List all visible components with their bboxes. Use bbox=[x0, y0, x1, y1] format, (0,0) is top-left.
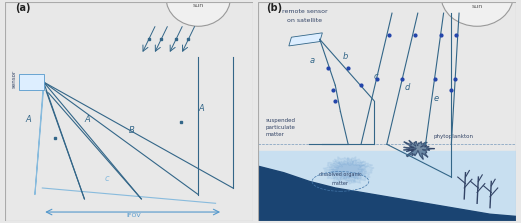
Text: sun: sun bbox=[193, 3, 204, 8]
Polygon shape bbox=[289, 33, 322, 46]
Text: b: b bbox=[343, 52, 349, 61]
Text: A: A bbox=[84, 116, 90, 124]
Text: matter: matter bbox=[266, 132, 284, 136]
Text: dissolved organic: dissolved organic bbox=[319, 172, 362, 177]
Text: remote sensor: remote sensor bbox=[281, 9, 327, 14]
Text: c: c bbox=[374, 72, 379, 81]
Text: matter: matter bbox=[332, 181, 349, 186]
Text: on satellite: on satellite bbox=[287, 18, 322, 23]
Text: sun: sun bbox=[472, 4, 483, 9]
Text: A: A bbox=[25, 116, 31, 124]
Text: a: a bbox=[309, 56, 315, 65]
Polygon shape bbox=[328, 158, 368, 183]
Text: c: c bbox=[104, 174, 109, 184]
Bar bbox=[19, 74, 44, 90]
Polygon shape bbox=[331, 161, 366, 179]
Text: A: A bbox=[199, 105, 204, 114]
Text: B: B bbox=[129, 126, 135, 135]
Polygon shape bbox=[258, 151, 516, 221]
Text: (a): (a) bbox=[15, 3, 31, 13]
Text: IFOV: IFOV bbox=[127, 213, 141, 219]
Text: phytoplankton: phytoplankton bbox=[433, 134, 473, 139]
Text: particulate: particulate bbox=[266, 125, 295, 130]
Text: e: e bbox=[433, 94, 438, 103]
Text: suspended: suspended bbox=[266, 118, 295, 123]
Text: d: d bbox=[405, 83, 410, 92]
Polygon shape bbox=[258, 166, 516, 221]
Polygon shape bbox=[323, 157, 374, 185]
Text: sensor: sensor bbox=[11, 70, 16, 88]
Circle shape bbox=[166, 0, 230, 26]
Text: (b): (b) bbox=[266, 3, 282, 13]
Polygon shape bbox=[403, 140, 435, 159]
Circle shape bbox=[441, 0, 513, 26]
